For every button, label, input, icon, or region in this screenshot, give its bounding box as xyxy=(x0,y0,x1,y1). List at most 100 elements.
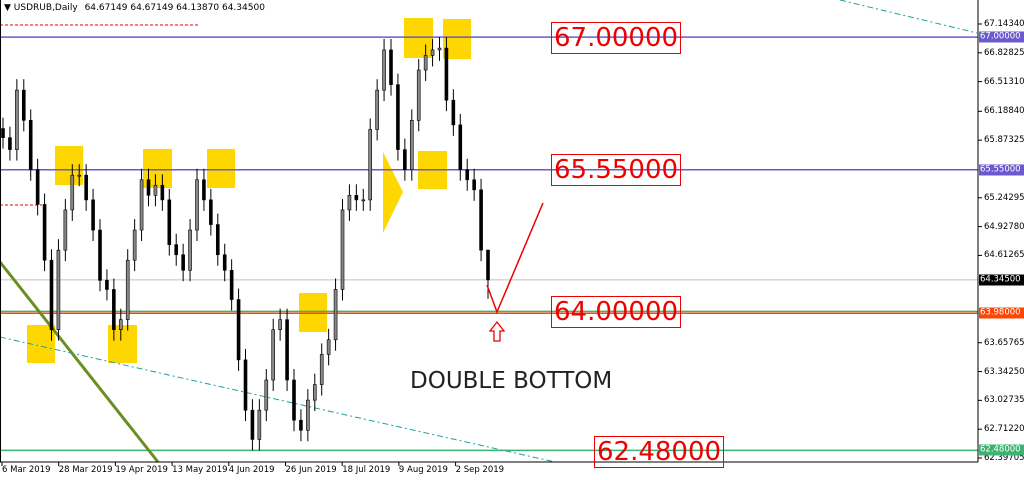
candle xyxy=(326,328,331,366)
candle-body xyxy=(333,289,338,341)
candle xyxy=(63,198,68,262)
candle xyxy=(472,168,476,201)
candle-body xyxy=(444,47,449,101)
price-tick-label: 64.61265 xyxy=(984,250,1024,261)
candle-body xyxy=(49,259,54,331)
price-tick-label: 63.65765 xyxy=(984,337,1024,348)
candle xyxy=(195,168,199,242)
candle xyxy=(77,164,82,187)
candle-body xyxy=(292,379,296,421)
candle xyxy=(35,158,40,216)
candle-body xyxy=(174,244,179,256)
candle xyxy=(451,89,456,136)
highlight-box xyxy=(207,149,235,188)
candle-body xyxy=(42,204,47,261)
candle-body xyxy=(84,174,88,201)
candle-body xyxy=(153,184,158,196)
candle xyxy=(278,308,282,341)
price-tick-label: 63.02735 xyxy=(984,395,1024,406)
candle xyxy=(28,109,33,181)
candle-body xyxy=(91,199,95,231)
candle xyxy=(306,389,310,442)
candle xyxy=(91,188,95,242)
candle xyxy=(15,79,19,161)
candle-body xyxy=(250,409,255,440)
candle-body xyxy=(299,419,303,431)
symbol-label: USDRUB,Daily xyxy=(13,3,78,13)
time-axis-ticks xyxy=(1,462,457,466)
price-axis-ticks xyxy=(978,23,982,459)
candle xyxy=(222,243,227,282)
candle xyxy=(146,168,151,207)
candle-body xyxy=(486,249,490,281)
candle-body xyxy=(209,199,213,225)
candles xyxy=(1,37,490,451)
candle xyxy=(437,37,442,61)
candle-body xyxy=(132,229,137,261)
candle xyxy=(250,399,255,451)
candle xyxy=(416,59,421,132)
candle-body xyxy=(326,339,331,355)
candle-body xyxy=(98,229,102,281)
candle-body xyxy=(403,149,407,170)
candle-body xyxy=(125,259,130,320)
candle-body xyxy=(479,189,483,251)
candle-body xyxy=(77,174,82,177)
price-tick-label: 65.87325 xyxy=(984,135,1024,146)
up-arrow-icon xyxy=(488,320,506,342)
candle-body xyxy=(28,120,33,170)
price-tag: 64.34500 xyxy=(979,274,1024,286)
candle xyxy=(271,318,276,391)
candle xyxy=(319,343,324,396)
level-label-62-48: 62.48000 xyxy=(594,436,725,468)
candle-body xyxy=(347,195,352,211)
candle xyxy=(209,188,213,236)
candle xyxy=(229,259,234,311)
candle xyxy=(125,249,130,331)
candle-body xyxy=(8,137,12,150)
candle-body xyxy=(195,179,199,231)
candle-body xyxy=(396,84,400,150)
candle-body xyxy=(21,89,26,121)
candle-body xyxy=(105,280,109,290)
candle xyxy=(56,239,61,341)
candle xyxy=(98,219,102,292)
date-tick-label: 26 Jun 2019 xyxy=(285,465,337,475)
dropdown-triangle-icon[interactable]: ▼ xyxy=(4,3,11,13)
candle xyxy=(1,117,5,149)
chart-title: ▼ USDRUB,Daily 64.67149 64.67149 64.1387… xyxy=(4,3,265,13)
candle-body xyxy=(160,184,165,201)
date-tick-label: 13 May 2019 xyxy=(172,465,228,475)
trendlines xyxy=(0,0,978,463)
candle xyxy=(264,369,269,422)
green-trendline xyxy=(0,261,160,463)
candle-body xyxy=(146,179,151,196)
candle xyxy=(257,399,262,451)
candle-body xyxy=(361,199,366,202)
candle-body xyxy=(215,224,220,256)
candle-body xyxy=(375,89,379,130)
candle xyxy=(84,164,88,211)
candle xyxy=(105,269,109,301)
highlight-box xyxy=(404,18,433,58)
candle-body xyxy=(423,55,428,71)
candle-body xyxy=(70,174,75,211)
candle-body xyxy=(1,128,5,138)
price-tick-label: 66.18840 xyxy=(984,106,1024,117)
candle xyxy=(375,79,379,141)
candle xyxy=(403,138,407,181)
candle xyxy=(188,219,192,282)
price-tick-label: 64.92780 xyxy=(984,221,1024,232)
price-tick-label: 62.71220 xyxy=(984,424,1024,435)
channel-line-lower xyxy=(0,336,556,463)
highlight-boxes xyxy=(27,18,471,363)
candle-body xyxy=(229,269,234,300)
candle xyxy=(396,73,400,161)
candle-body xyxy=(264,379,269,411)
candle-body xyxy=(112,289,116,331)
candle xyxy=(292,369,296,432)
candle-body xyxy=(416,69,421,121)
candle xyxy=(243,348,248,422)
candle-body xyxy=(236,299,241,361)
